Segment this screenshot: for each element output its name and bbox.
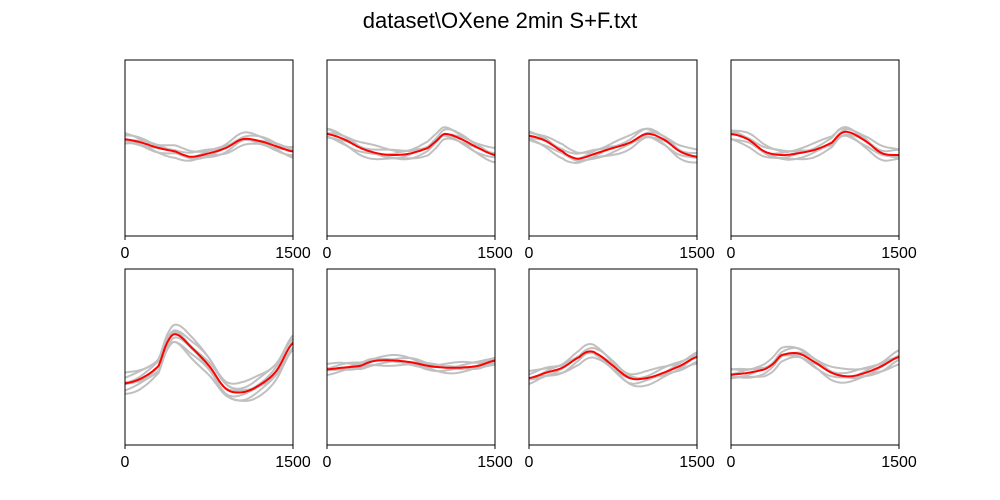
axes-frame bbox=[730, 268, 900, 446]
x-tick-label: 1500 bbox=[881, 454, 917, 471]
x-tick-label: 0 bbox=[323, 245, 332, 262]
plot-area bbox=[529, 342, 697, 388]
x-tick-label: 0 bbox=[121, 245, 130, 262]
axes-frame bbox=[124, 59, 294, 237]
plot-area bbox=[327, 354, 495, 376]
panels-grid: 0 1500 0 1500 0 1500 0 1500 0 1500 0 1500 0 1500 0 1500 bbox=[121, 59, 917, 471]
subplot-5: 0 1500 bbox=[121, 268, 311, 471]
mean-line bbox=[529, 350, 697, 381]
sample-line bbox=[529, 350, 697, 381]
subplot-6: 0 1500 bbox=[323, 268, 513, 471]
plot-area bbox=[125, 131, 293, 162]
sample-line bbox=[731, 345, 899, 371]
sample-line bbox=[529, 128, 697, 155]
axes-frame bbox=[326, 59, 496, 237]
sample-line bbox=[125, 330, 293, 392]
sample-line bbox=[731, 353, 899, 379]
sample-line bbox=[529, 135, 697, 162]
axes-frame bbox=[528, 268, 698, 446]
mean-line bbox=[327, 132, 495, 156]
x-tick-label: 1500 bbox=[275, 454, 311, 471]
x-tick-label: 0 bbox=[525, 245, 534, 262]
figure-title: dataset\OXene 2min S+F.txt bbox=[363, 8, 638, 33]
sample-line bbox=[529, 127, 697, 155]
sample-line bbox=[529, 342, 697, 376]
mean-line bbox=[731, 351, 899, 378]
axes-frame bbox=[326, 268, 496, 446]
axes-frame bbox=[124, 268, 294, 446]
x-tick-label: 1500 bbox=[881, 245, 917, 262]
plot-area bbox=[327, 126, 495, 164]
sample-line bbox=[125, 323, 293, 385]
sample-line bbox=[731, 127, 899, 153]
sample-line bbox=[125, 340, 293, 403]
subplot-3: 0 1500 bbox=[525, 59, 715, 262]
x-tick-label: 1500 bbox=[477, 454, 513, 471]
x-tick-label: 1500 bbox=[679, 454, 715, 471]
subplot-8: 0 1500 bbox=[727, 268, 917, 471]
x-tick-label: 0 bbox=[525, 454, 534, 471]
mean-line bbox=[125, 333, 293, 394]
mean-line bbox=[529, 132, 697, 160]
subplot-1: 0 1500 bbox=[121, 59, 311, 262]
mean-line bbox=[327, 359, 495, 371]
mean-line bbox=[125, 137, 293, 158]
mean-line bbox=[731, 130, 899, 157]
sample-line bbox=[327, 354, 495, 366]
sample-line bbox=[731, 133, 899, 162]
sample-line bbox=[327, 126, 495, 153]
x-tick-label: 1500 bbox=[477, 245, 513, 262]
sample-line bbox=[125, 330, 293, 392]
plot-area bbox=[529, 127, 697, 165]
axes-frame bbox=[730, 59, 900, 237]
subplot-7: 0 1500 bbox=[525, 268, 715, 471]
plot-area bbox=[125, 323, 293, 403]
sample-line bbox=[125, 131, 293, 153]
x-tick-label: 0 bbox=[727, 454, 736, 471]
x-tick-label: 0 bbox=[323, 454, 332, 471]
subplot-2: 0 1500 bbox=[323, 59, 513, 262]
x-tick-label: 1500 bbox=[275, 245, 311, 262]
sample-line bbox=[327, 133, 495, 161]
sample-line bbox=[125, 137, 293, 161]
subplot-4: 0 1500 bbox=[727, 59, 917, 262]
x-tick-label: 0 bbox=[727, 245, 736, 262]
plot-area bbox=[731, 126, 899, 162]
axes-frame bbox=[528, 59, 698, 237]
x-tick-label: 0 bbox=[121, 454, 130, 471]
x-tick-label: 1500 bbox=[679, 245, 715, 262]
plot-area bbox=[731, 345, 899, 384]
